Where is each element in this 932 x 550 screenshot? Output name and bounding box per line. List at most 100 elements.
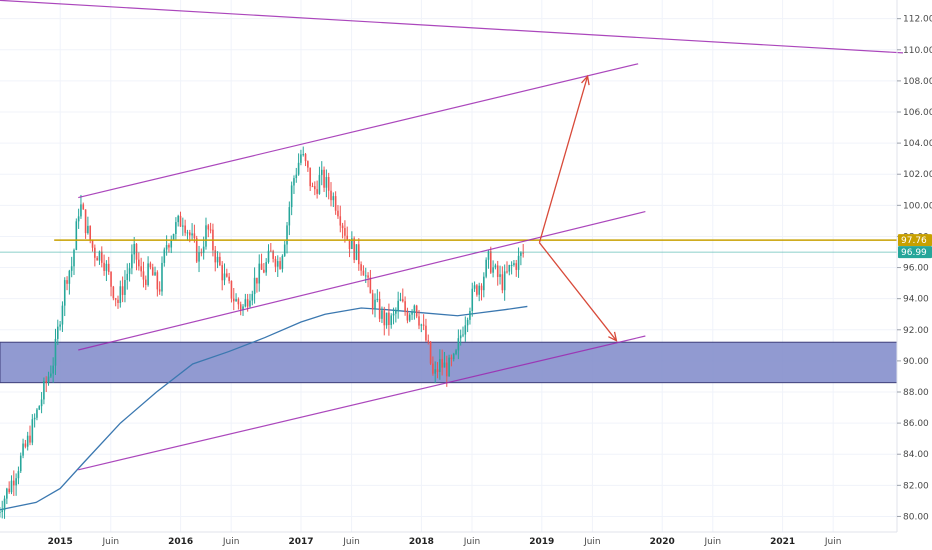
- candle-body: [401, 299, 404, 302]
- candle-body: [422, 324, 425, 326]
- candle-body: [385, 312, 388, 326]
- candle-body: [513, 263, 515, 265]
- candle-body: [124, 280, 126, 295]
- candle-body: [288, 207, 291, 226]
- candle-body: [91, 240, 94, 248]
- x-axis[interactable]: 2015 Juin 2016 Juin 2017 Juin 2018 Juin 2019 Juin…: [0, 531, 897, 547]
- candle-body: [293, 178, 295, 186]
- candle-body: [177, 215, 179, 223]
- channel-line-3[interactable]: [78, 335, 646, 471]
- candle-body: [420, 324, 423, 326]
- x-tick-label: Juin: [583, 537, 601, 547]
- candle-body: [195, 238, 198, 262]
- resistance-price-tag: 97.76: [901, 236, 927, 246]
- candle-body: [425, 325, 427, 341]
- candle-body: [281, 255, 284, 269]
- candle-body: [237, 299, 240, 305]
- arrow-head-1: [581, 74, 590, 86]
- candle-body: [295, 174, 298, 179]
- candle-body: [466, 319, 469, 326]
- candle-body: [286, 225, 288, 245]
- candle-body: [110, 271, 112, 287]
- candle-body: [445, 362, 448, 377]
- candle-body: [469, 311, 471, 320]
- x-tick-label: 2018: [409, 537, 434, 547]
- candle-body: [172, 233, 175, 240]
- candle-body: [290, 185, 293, 208]
- candle-body: [441, 359, 443, 368]
- current-price-tag-bg: [898, 246, 932, 259]
- candle-body: [300, 154, 302, 163]
- candle-body: [316, 189, 318, 194]
- candle-body: [496, 265, 499, 277]
- candle-body: [188, 232, 191, 236]
- candle-body: [131, 254, 133, 269]
- y-tick-label: 80.00: [903, 512, 929, 522]
- candle-body: [434, 369, 437, 374]
- candle-body: [140, 266, 142, 272]
- projection-arrow-2[interactable]: [538, 242, 617, 342]
- candle-body: [119, 286, 122, 304]
- moving-average-line[interactable]: [0, 305, 528, 511]
- candle-body: [200, 252, 203, 254]
- candles: [0, 146, 524, 519]
- x-tick-label: 2017: [288, 537, 313, 547]
- x-tick-label: Juin: [222, 537, 240, 547]
- x-tick-label: Juin: [703, 537, 721, 547]
- channel-line-1[interactable]: [78, 63, 639, 199]
- candle-body: [494, 265, 497, 268]
- candle-body: [515, 263, 518, 270]
- candle-body: [339, 216, 342, 226]
- channel-line-2[interactable]: [78, 210, 646, 351]
- candle-body: [61, 305, 64, 325]
- candle-body: [193, 233, 196, 239]
- candle-body: [216, 256, 219, 263]
- y-tick-label: 100.00: [903, 201, 932, 211]
- candle-body: [82, 204, 85, 210]
- candle-body: [476, 285, 478, 295]
- candle-body: [413, 305, 416, 313]
- candle-body: [397, 300, 399, 311]
- y-tick-label: 106.00: [903, 108, 932, 118]
- candle-body: [489, 251, 492, 273]
- candle-body: [29, 435, 31, 443]
- candle-body: [31, 419, 34, 443]
- candle-body: [22, 443, 24, 456]
- candle-body: [304, 154, 307, 162]
- channel-line-4[interactable]: [0, 0, 904, 54]
- candle-body: [439, 359, 441, 372]
- y-axis[interactable]: 80.00 82.00 84.00 86.00 88.00 90.00 92.00 94.00…: [896, 0, 932, 532]
- candle-body: [50, 373, 52, 377]
- projection-arrows[interactable]: [538, 74, 618, 342]
- candle-body: [318, 175, 321, 194]
- candle-body: [307, 161, 309, 168]
- candle-body: [506, 271, 508, 273]
- candle-body: [364, 275, 367, 277]
- candle-body: [249, 300, 251, 307]
- candle-body: [56, 326, 59, 339]
- candle-body: [415, 305, 418, 317]
- candle-body: [432, 363, 434, 374]
- candle-body: [462, 334, 464, 336]
- candle-body: [38, 406, 41, 410]
- price-tags: 97.76 96.99: [898, 234, 932, 259]
- candle-body: [344, 228, 346, 236]
- candle-body: [121, 286, 124, 295]
- candle-body: [360, 264, 362, 271]
- candle-body: [260, 263, 263, 270]
- y-tick-label: 82.00: [903, 481, 929, 491]
- candle-body: [283, 244, 286, 256]
- candle-body: [147, 263, 149, 285]
- y-tick-label: 94.00: [903, 295, 929, 305]
- projection-arrow-1[interactable]: [538, 76, 589, 243]
- candle-body: [383, 310, 386, 326]
- trend-lines[interactable]: [0, 0, 904, 471]
- candle-body: [52, 365, 54, 374]
- candle-body: [376, 298, 379, 300]
- candle-body: [390, 315, 393, 325]
- candle-body: [378, 298, 381, 319]
- candle-body: [158, 289, 161, 292]
- candle-body: [404, 301, 406, 312]
- candle-body: [330, 190, 332, 201]
